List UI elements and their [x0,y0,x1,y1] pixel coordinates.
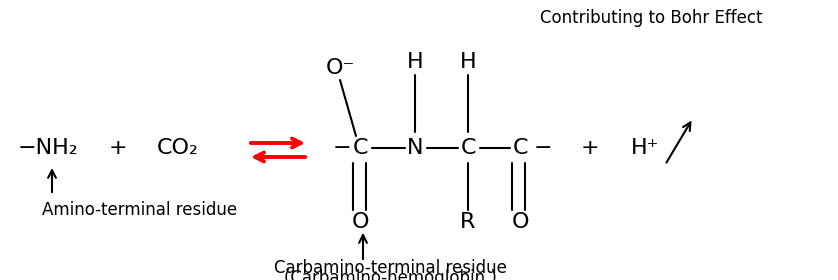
Text: N: N [406,138,423,158]
Text: +: + [581,138,599,158]
Text: −: − [333,138,351,158]
Text: O⁻: O⁻ [325,58,354,78]
Text: (Carbamino-hemoglobin ): (Carbamino-hemoglobin ) [283,269,496,280]
Text: O: O [351,212,369,232]
Text: O: O [511,212,529,232]
Text: Contributing to Bohr Effect: Contributing to Bohr Effect [540,9,762,27]
Text: −: − [534,138,552,158]
Text: −NH₂: −NH₂ [18,138,78,158]
Text: C: C [512,138,528,158]
Text: +: + [109,138,127,158]
Text: H: H [460,52,476,72]
Text: H: H [406,52,423,72]
Text: CO₂: CO₂ [157,138,199,158]
Text: H⁺: H⁺ [631,138,660,158]
Text: C: C [352,138,368,158]
Text: Amino-terminal residue: Amino-terminal residue [42,201,237,219]
Text: R: R [460,212,476,232]
Text: C: C [460,138,476,158]
Text: Carbamino-terminal residue: Carbamino-terminal residue [273,259,506,277]
